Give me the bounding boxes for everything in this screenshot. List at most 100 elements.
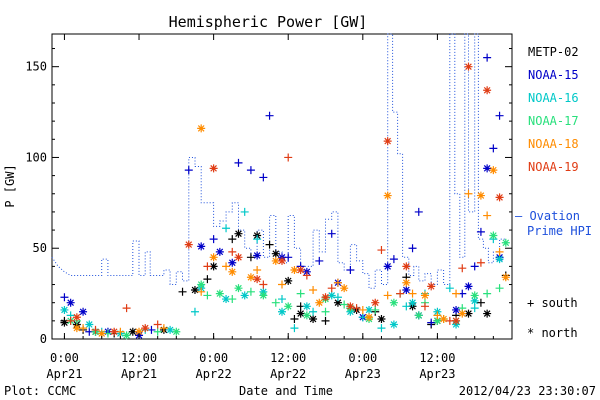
point-metp-02-south xyxy=(178,287,187,296)
point-metp-02-north xyxy=(209,262,218,271)
point-metp-02-north xyxy=(271,249,280,258)
point-noaa-17-south xyxy=(246,287,255,296)
plot-timestamp: 2012/04/23 23:30:07 xyxy=(459,384,596,398)
point-noaa-19-south xyxy=(458,264,467,273)
point-noaa-19-north xyxy=(209,164,218,173)
point-noaa-18-south xyxy=(452,289,461,298)
legend-entry-noaa-17: NOAA-17 xyxy=(528,114,579,128)
point-noaa-15-north xyxy=(228,258,237,267)
legend-entry-noaa-19: NOAA-19 xyxy=(528,160,579,174)
point-noaa-15-south xyxy=(346,266,355,275)
point-noaa-17-north xyxy=(197,280,206,289)
point-noaa-17-north xyxy=(284,302,293,311)
point-noaa-15-north xyxy=(66,298,75,307)
point-noaa-15-south xyxy=(246,166,255,175)
legend: METP-02 NOAA-15 NOAA-16 NOAA-17 NOAA-18 NOAA-… xyxy=(515,45,592,340)
point-noaa-15-north xyxy=(483,164,492,173)
point-noaa-18-north xyxy=(420,291,429,300)
point-noaa-19-north xyxy=(72,313,81,322)
point-noaa-18-north xyxy=(97,329,106,338)
point-noaa-19-south xyxy=(327,284,336,293)
point-noaa-17-south xyxy=(296,289,305,298)
point-noaa-19-north xyxy=(253,275,262,284)
point-noaa-18-north xyxy=(365,313,374,322)
point-noaa-18-north xyxy=(489,166,498,175)
point-noaa-17-north xyxy=(259,291,268,300)
plot-frame xyxy=(51,33,513,340)
point-noaa-18-north xyxy=(340,284,349,293)
point-noaa-18-north xyxy=(476,191,485,200)
point-noaa-16-south xyxy=(377,324,386,333)
point-noaa-17-north xyxy=(501,238,510,247)
point-noaa-17-north xyxy=(389,298,398,307)
point-noaa-18-south xyxy=(333,278,342,287)
point-noaa-16-north xyxy=(278,307,286,316)
point-noaa-18-north xyxy=(197,124,206,133)
point-noaa-15-north xyxy=(383,262,392,271)
point-noaa-18-north xyxy=(501,273,510,282)
point-noaa-15-north xyxy=(402,285,411,294)
point-noaa-17-south xyxy=(495,284,504,293)
series-metp-02 xyxy=(60,229,510,338)
ovation-line xyxy=(51,33,506,289)
point-noaa-18-south xyxy=(197,287,206,296)
point-noaa-15-south xyxy=(483,53,492,62)
legend-entry-ovation-cont: Prime HPI xyxy=(527,224,592,238)
point-noaa-16-south xyxy=(240,207,249,216)
point-noaa-19-south xyxy=(228,247,237,256)
point-noaa-18-north xyxy=(209,253,218,262)
point-noaa-17-north xyxy=(234,284,243,293)
point-noaa-15-north xyxy=(464,282,473,291)
x-tick-date-label: Apr22 xyxy=(270,367,306,381)
point-noaa-17-south xyxy=(321,307,330,316)
point-noaa-16-north xyxy=(408,298,417,307)
point-metp-02-south xyxy=(203,275,212,284)
legend-entry-noaa-15: NOAA-15 xyxy=(528,68,579,82)
point-noaa-19-north xyxy=(483,86,492,95)
point-noaa-17-south xyxy=(153,327,162,336)
point-noaa-15-north xyxy=(197,242,206,251)
x-tick-label: 12:00 xyxy=(121,351,157,365)
point-noaa-18-south xyxy=(408,289,417,298)
point-noaa-17-south xyxy=(228,295,237,304)
point-metp-02-north xyxy=(309,315,318,324)
x-tick-label: 12:00 xyxy=(270,351,306,365)
point-noaa-15-south xyxy=(476,227,485,236)
point-metp-02-north xyxy=(284,276,293,285)
point-noaa-19-south xyxy=(476,258,485,267)
point-noaa-19-north xyxy=(346,302,355,311)
point-metp-02-north xyxy=(377,315,386,324)
point-noaa-18-north xyxy=(315,298,324,307)
point-noaa-16-south xyxy=(445,284,454,293)
point-noaa-16-north xyxy=(240,291,249,300)
point-noaa-19-south xyxy=(66,316,75,325)
point-noaa-17-south xyxy=(371,305,380,314)
point-noaa-16-north xyxy=(166,325,175,334)
point-noaa-16-north xyxy=(470,296,479,305)
x-tick-date-label: Apr23 xyxy=(345,367,381,381)
point-metp-02-south xyxy=(246,253,255,262)
legend-entry-noaa-16: NOAA-16 xyxy=(528,91,579,105)
point-noaa-15-north xyxy=(215,247,224,256)
x-axis-ticks: 0:00 Apr21 12:00 Apr21 0:00 Apr22 12:00 Apr22 0:… xyxy=(46,34,494,381)
point-noaa-18-south xyxy=(159,324,168,333)
x-tick-date-label: Apr22 xyxy=(196,367,232,381)
point-noaa-16-south xyxy=(309,307,318,316)
point-noaa-18-south xyxy=(464,189,473,198)
point-noaa-19-north xyxy=(427,282,436,291)
legend-entry-metp-02: METP-02 xyxy=(528,45,579,59)
point-noaa-19-north xyxy=(452,316,461,325)
point-noaa-18-north xyxy=(72,324,81,333)
x-tick-date-label: Apr23 xyxy=(419,367,455,381)
point-noaa-15-south xyxy=(234,158,243,167)
point-noaa-19-north xyxy=(321,293,330,302)
y-tick-label: 0 xyxy=(40,332,47,346)
point-noaa-19-north xyxy=(464,62,473,71)
point-noaa-16-north xyxy=(60,305,69,314)
legend-entry-ovation: — Ovation xyxy=(515,209,580,223)
point-noaa-15-south xyxy=(315,256,324,265)
point-noaa-19-north xyxy=(402,262,411,271)
point-noaa-19-north xyxy=(110,327,119,336)
point-metp-02-north xyxy=(464,309,473,318)
plot-credit: Plot: CCMC xyxy=(4,384,76,398)
